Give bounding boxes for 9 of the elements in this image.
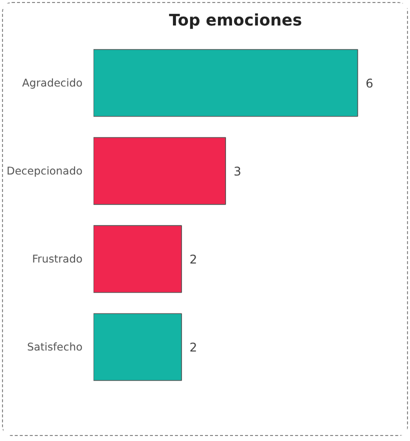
data-label: 2 xyxy=(190,252,198,267)
y-tick-label: Decepcionado xyxy=(6,164,83,178)
data-label: 2 xyxy=(190,340,198,355)
y-tick-label: Frustrado xyxy=(32,252,83,266)
data-label: 6 xyxy=(366,76,374,90)
y-tick-label: Agradecido xyxy=(22,76,82,90)
data-label: 3 xyxy=(234,164,242,178)
chart-title: Top emociones xyxy=(168,10,302,30)
y-tick-label: Satisfecho xyxy=(27,340,83,354)
